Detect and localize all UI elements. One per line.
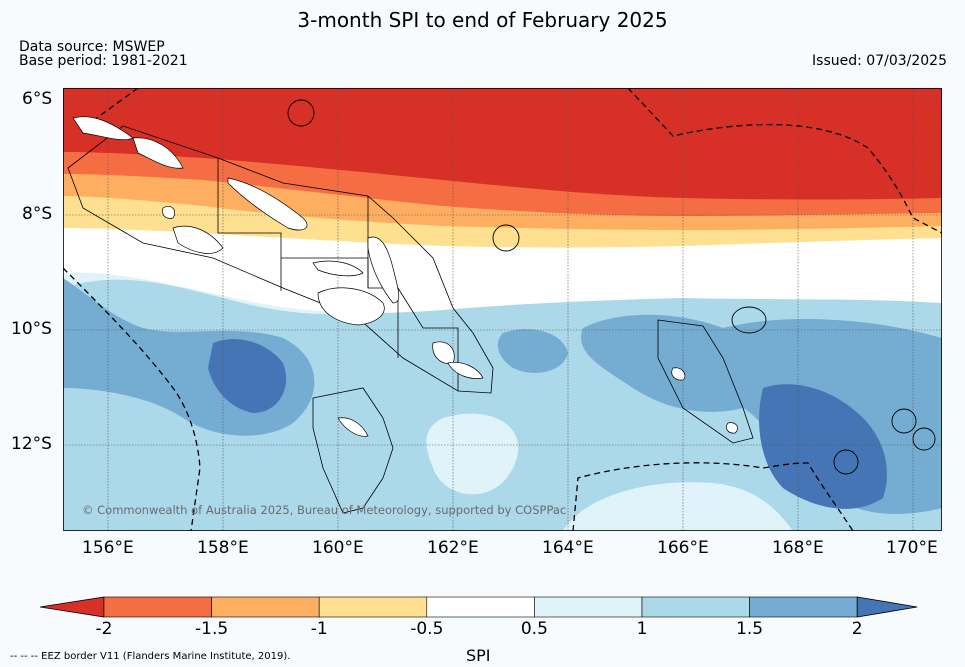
colorbar-extend-high xyxy=(856,596,918,618)
colorbar-segment xyxy=(749,596,858,618)
colorbar-label: SPI xyxy=(466,646,491,665)
spi-band-0.5-1-south xyxy=(563,482,793,531)
spi-map xyxy=(63,88,942,531)
colorbar-segment xyxy=(534,596,643,618)
lon-label-160e: 160°E xyxy=(312,538,364,558)
colorbar-extend-low xyxy=(40,596,105,618)
lon-label-166e: 166°E xyxy=(657,538,709,558)
colorbar-segment xyxy=(211,596,320,618)
lon-label-164e: 164°E xyxy=(542,538,594,558)
lat-label-8s: 8°S xyxy=(22,204,53,224)
colorbar-tick-label: 0.5 xyxy=(520,619,548,639)
base-period: Base period: 1981-2021 xyxy=(19,53,188,69)
colorbar-tick-label: 1.5 xyxy=(736,619,764,639)
lon-label-156e: 156°E xyxy=(82,538,134,558)
colorbar-tick-label: 2 xyxy=(851,619,863,639)
colorbar-segment xyxy=(426,596,535,618)
lat-label-6s: 6°S xyxy=(22,89,53,109)
lat-label-10s: 10°S xyxy=(11,319,52,339)
spi-band-1.5-2-mid xyxy=(497,329,568,373)
colorbar-tick-label: -1 xyxy=(310,619,328,639)
lon-label-168e: 168°E xyxy=(772,538,824,558)
data-source: Data source: MSWEP xyxy=(19,39,165,55)
spi-colorbar xyxy=(40,596,918,618)
colorbar-tick-label: -2 xyxy=(95,619,113,639)
map-title: 3-month SPI to end of February 2025 xyxy=(297,8,668,32)
colorbar-segment xyxy=(318,596,428,618)
eez-circles xyxy=(287,99,936,475)
colorbar-segment xyxy=(103,596,212,618)
spi-band-gt-2-east xyxy=(759,384,887,509)
spi-band-lt-neg-2 xyxy=(63,88,942,200)
lon-label-170e: 170°E xyxy=(886,538,938,558)
colorbar-segment xyxy=(641,596,750,618)
islands xyxy=(72,116,738,437)
lon-label-158e: 158°E xyxy=(197,538,249,558)
colorbar-tick-label: 1 xyxy=(636,619,648,639)
eez-legend-note: -- -- -- EEZ border V11 (Flanders Marine… xyxy=(10,651,291,662)
spi-band-gt-2 xyxy=(208,339,287,413)
lon-label-162e: 162°E xyxy=(427,538,479,558)
graticule xyxy=(63,88,942,531)
lat-label-12s: 12°S xyxy=(11,434,52,454)
copyright-notice: © Commonwealth of Australia 2025, Bureau… xyxy=(82,503,567,517)
colorbar-tick-label: -0.5 xyxy=(410,619,444,639)
spi-band-0.5-1-patch xyxy=(426,413,519,495)
eez-border xyxy=(63,88,942,531)
issued-date: Issued: 07/03/2025 xyxy=(812,53,947,69)
colorbar-tick-label: -1.5 xyxy=(195,619,229,639)
